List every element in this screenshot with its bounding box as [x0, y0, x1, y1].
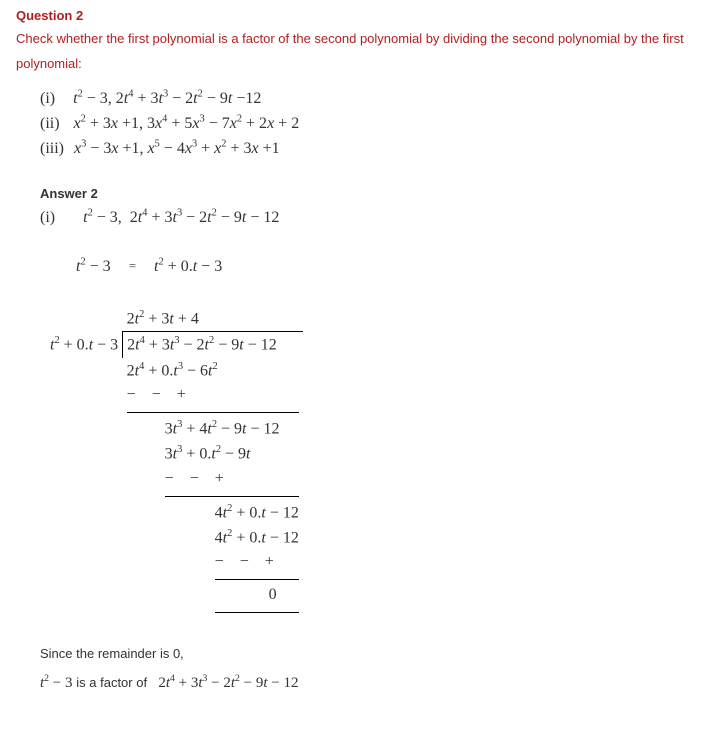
long-division: 2t2 + 3t + 4 t2 + 0.t − 3 2t4 + 3t3 − 2t… — [46, 306, 690, 616]
answer-part-label: (i) — [40, 209, 55, 226]
step2-signs: − − + — [123, 467, 303, 491]
part-ii-label: (ii) — [40, 115, 60, 132]
conclusion-line1: Since the remainder is 0, — [40, 646, 690, 661]
question-body: Check whether the first polynomial is a … — [16, 27, 690, 76]
final-remainder: 0 — [123, 583, 303, 607]
dividend: 2t4 + 3t3 − 2t2 − 9t − 12 — [123, 332, 303, 358]
part-iii-expr: x3 − 3x +1, x5 − 4x3 + x2 + 3x +1 — [74, 140, 280, 157]
step1-signs: − − + — [123, 383, 303, 407]
conclusion-dividend-poly: 2t4 + 3t3 − 2t2 − 9t − 12 — [158, 675, 298, 691]
part-i-expr: t2 − 3, 2t4 + 3t3 − 2t2 − 9t −12 — [73, 90, 261, 107]
part-ii-expr: x2 + 3x +1, 3x4 + 5x3 − 7x2 + 2x + 2 — [74, 115, 300, 132]
part-iii-label: (iii) — [40, 140, 64, 157]
rewrite-eq: = — [129, 258, 136, 273]
answer-part-i: (i) t2 − 3, 2t4 + 3t3 − 2t2 − 9t − 12 — [40, 207, 690, 226]
question-part-i: (i) t2 − 3, 2t4 + 3t3 − 2t2 − 9t −12 — [40, 88, 690, 107]
step3-signs: − − + — [123, 550, 303, 574]
question-heading: Question 2 — [16, 8, 690, 23]
step1-sub: 2t4 + 0.t3 − 6t2 — [123, 358, 303, 383]
quotient: 2t2 + 3t + 4 — [123, 306, 303, 332]
rewrite-rhs: t2 + 0.t − 3 — [154, 258, 222, 275]
step2-rem: 3t3 + 4t2 − 9t − 12 — [123, 416, 303, 441]
question-part-ii: (ii) x2 + 3x +1, 3x4 + 5x3 − 7x2 + 2x + … — [40, 114, 690, 133]
conclusion-middle: is a factor of — [76, 675, 147, 690]
step3-rem: 4t2 + 0.t − 12 — [123, 500, 303, 525]
divisor-rewrite: t2 − 3 = t2 + 0.t − 3 — [76, 257, 690, 276]
answer-heading: Answer 2 — [40, 186, 690, 201]
rewrite-lhs: t2 − 3 — [76, 258, 111, 275]
conclusion-factor-poly: t2 − 3 — [40, 675, 73, 691]
step3-sub: 4t2 + 0.t − 12 — [123, 525, 303, 550]
answer-part-expr: t2 − 3, 2t4 + 3t3 − 2t2 − 9t − 12 — [83, 209, 279, 226]
conclusion-factor: t2 − 3 is a factor of 2t4 + 3t3 − 2t2 − … — [40, 673, 690, 692]
divisor: t2 + 0.t − 3 — [46, 332, 123, 358]
question-part-iii: (iii) x3 − 3x +1, x5 − 4x3 + x2 + 3x +1 — [40, 139, 690, 158]
step2-sub: 3t3 + 0.t2 − 9t — [123, 441, 303, 466]
part-i-label: (i) — [40, 90, 55, 107]
